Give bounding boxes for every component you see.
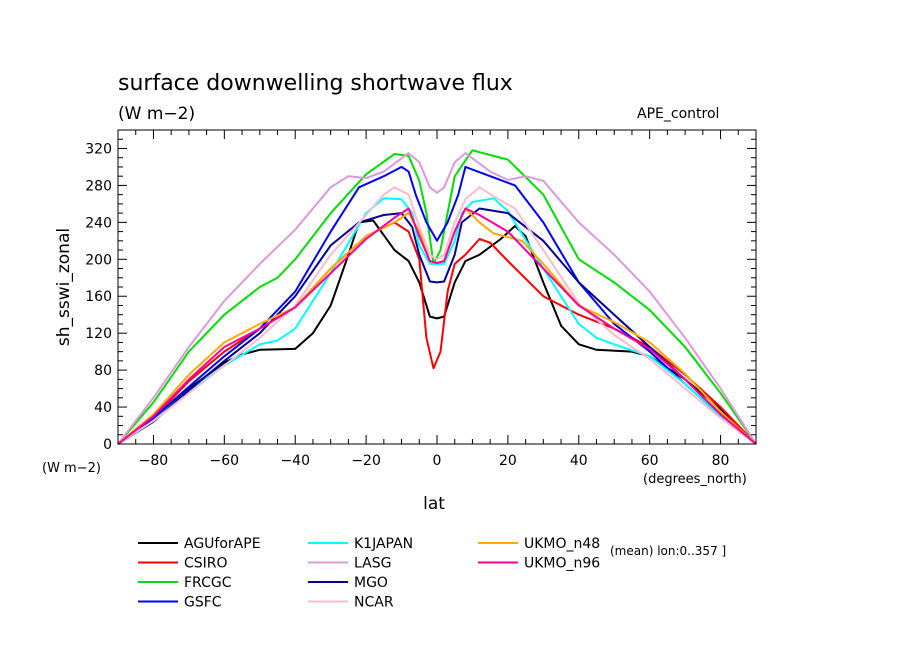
legend: AGUforAPE CSIRO FRCGC GSFC K1JAPAN LASG MGO NCA… [138, 536, 600, 611]
legend-item: UKMO_n48 [478, 536, 600, 552]
x-axis-label: lat [423, 494, 445, 514]
series-layer [117, 149, 757, 445]
y-tick-label: 120 [85, 326, 112, 342]
x-tick-label: 80 [712, 453, 730, 469]
x-axis: −80 −60 −40 −20 0 20 40 60 80 [117, 130, 757, 469]
y-axis-label: sh_sswi_zonal [54, 228, 74, 346]
x-tick-label: −20 [351, 453, 381, 469]
chart-title: surface downwelling shortwave flux [118, 71, 513, 96]
legend-item: CSIRO [138, 556, 228, 572]
y-tick-label: 320 [85, 141, 112, 157]
y-axis: 0 40 80 120 160 200 240 280 320 [85, 129, 756, 453]
x-tick-label: −40 [280, 453, 310, 469]
footnote: (mean) lon:0..357 ] [610, 544, 726, 558]
legend-item: NCAR [308, 595, 394, 611]
legend-label: NCAR [354, 595, 394, 611]
x-tick-label: 20 [499, 453, 517, 469]
legend-item: GSFC [138, 595, 222, 611]
y-tick-label: 0 [103, 437, 112, 453]
legend-item: K1JAPAN [308, 536, 413, 552]
x-tick-label: −80 [139, 453, 169, 469]
series-line-ukmo-n96 [117, 207, 757, 445]
legend-label: UKMO_n48 [524, 536, 600, 552]
plot-frame [117, 129, 757, 445]
y-tick-label: 40 [94, 400, 112, 416]
legend-label: LASG [354, 556, 391, 572]
legend-item: AGUforAPE [138, 536, 261, 552]
y-unit-label: (W m−2) [42, 461, 101, 476]
y-tick-label: 240 [85, 215, 112, 231]
legend-label: GSFC [184, 595, 222, 611]
series-line-gsfc [117, 165, 757, 445]
x-tick-label: 40 [570, 453, 588, 469]
x-tick-label: −60 [210, 453, 240, 469]
legend-item: MGO [308, 575, 388, 591]
x-tick-label: 60 [641, 453, 659, 469]
legend-item: FRCGC [138, 575, 232, 591]
experiment-label: APE_control [637, 106, 719, 122]
legend-label: FRCGC [184, 575, 232, 591]
legend-item: LASG [308, 556, 391, 572]
x-tick-label: 0 [433, 453, 442, 469]
legend-label: MGO [354, 575, 388, 591]
y-tick-label: 280 [85, 178, 112, 194]
legend-label: UKMO_n96 [524, 556, 600, 572]
x-unit-label: (degrees_north) [643, 472, 747, 487]
legend-label: K1JAPAN [354, 536, 413, 552]
y-tick-label: 160 [85, 289, 112, 305]
series-line-frcgc [117, 149, 757, 445]
legend-item: UKMO_n96 [478, 556, 600, 572]
legend-label: AGUforAPE [184, 536, 261, 552]
y-tick-label: 80 [94, 363, 112, 379]
plot-area: −80 −60 −40 −20 0 20 40 60 80 0 40 80 120 160 200 240 2… [85, 129, 757, 469]
chart-subtitle: (W m−2) [118, 104, 195, 124]
series-line-lasg [117, 152, 757, 445]
series-line-ncar [117, 186, 757, 445]
legend-label: CSIRO [184, 556, 228, 572]
series-line-aguforape [117, 219, 757, 445]
y-tick-label: 200 [85, 252, 112, 268]
series-line-mgo [117, 207, 757, 445]
